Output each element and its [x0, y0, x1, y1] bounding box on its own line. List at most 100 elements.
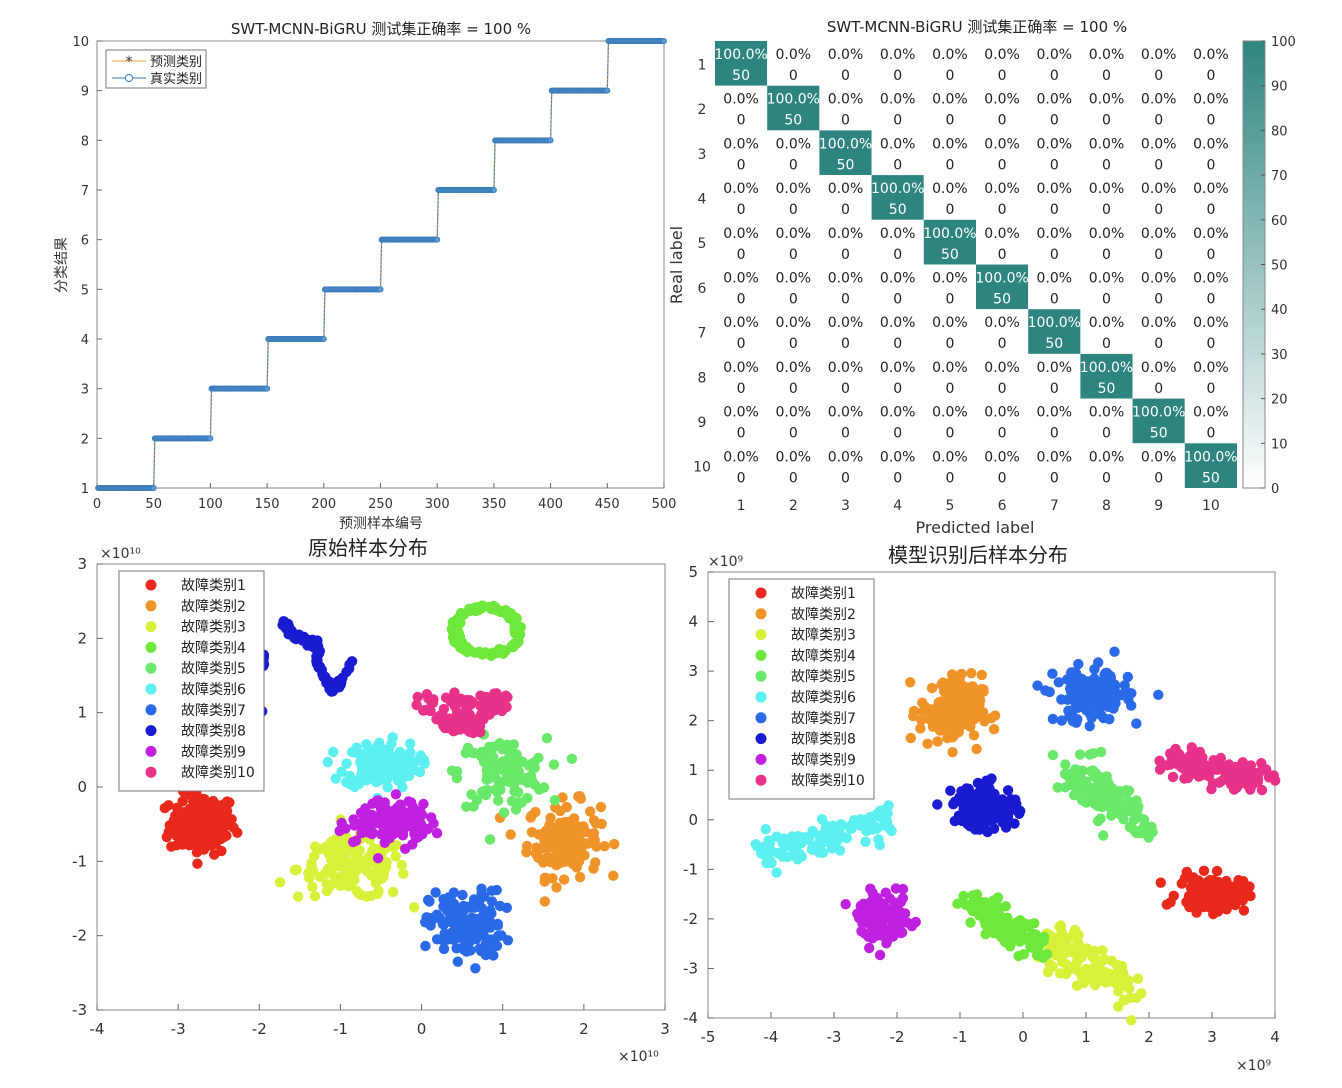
- chart1-legend-real-marker: [125, 74, 133, 82]
- cm-colorbar-label: 30: [1271, 348, 1288, 363]
- chart4-point: [1086, 766, 1097, 777]
- chart3-point: [431, 934, 443, 945]
- chart4-point: [928, 706, 939, 717]
- chart3-point: [370, 817, 381, 829]
- chart1-ytick-label: 7: [81, 184, 89, 199]
- chart3-ytick-label: 0: [77, 778, 87, 796]
- chart3-point: [353, 853, 364, 864]
- cm-cell-pct: 100.0%: [767, 92, 820, 108]
- chart3-point: [192, 858, 203, 869]
- chart4-xtick-label: -2: [890, 1028, 905, 1046]
- cm-cell-count: 0: [841, 426, 850, 442]
- cm-cell-pct: 0.0%: [984, 92, 1020, 108]
- cm-cell-pct: 100.0%: [819, 136, 872, 152]
- cm-cell-pct: 0.0%: [828, 315, 864, 331]
- chart4-point: [922, 738, 933, 749]
- cm-cell-pct: 0.0%: [1037, 449, 1073, 465]
- chart4-point: [988, 792, 999, 803]
- cm-cell-pct: 0.0%: [1089, 226, 1125, 242]
- chart4-point: [1237, 774, 1248, 785]
- chart3-point: [361, 739, 372, 750]
- chart4-point: [1226, 779, 1237, 790]
- cm-cell: [871, 353, 924, 399]
- chart3-point: [464, 644, 475, 655]
- chart4-point: [865, 883, 876, 894]
- cm-cell-pct: 0.0%: [984, 226, 1020, 242]
- cm-cell: [1132, 309, 1185, 354]
- chart3-series-6: [322, 732, 430, 804]
- chart4-ytick-label: -2: [683, 910, 698, 928]
- cm-cell-count: 0: [1206, 157, 1215, 173]
- chart3-y-exponent: ×10¹⁰: [100, 546, 141, 562]
- cm-cell: [819, 175, 872, 220]
- chart4-point: [1062, 768, 1074, 780]
- cm-cell: [1028, 41, 1081, 86]
- cm-cell-count: 0: [737, 202, 746, 218]
- chart4-point: [1068, 790, 1080, 801]
- chart4-point: [1074, 674, 1085, 686]
- chart3-point: [390, 851, 401, 862]
- chart4-point: [986, 773, 997, 784]
- chart3-point: [396, 859, 407, 871]
- cm-cell-count: 0: [998, 157, 1007, 173]
- chart4-point: [1193, 896, 1204, 907]
- cm-colorbar-label: 80: [1271, 124, 1288, 139]
- cm-col-label: 7: [1050, 498, 1059, 514]
- chart4-point: [957, 705, 968, 716]
- cm-cell: [767, 264, 820, 310]
- chart4-point: [1124, 821, 1136, 833]
- cm-cell-pct: 0.0%: [880, 136, 916, 152]
- cm-cell-pct: 0.0%: [1141, 449, 1177, 465]
- chart4-point: [1089, 945, 1101, 957]
- chart4-point: [1084, 721, 1095, 732]
- chart4-point: [986, 713, 997, 724]
- chart4-point: [1079, 796, 1090, 807]
- chart4-point: [989, 896, 1000, 907]
- chart1-ylabel: 分类结果: [54, 237, 70, 293]
- cm-cell-count: 50: [732, 68, 750, 84]
- chart3-point: [331, 680, 342, 692]
- chart3-point: [161, 831, 172, 843]
- chart4-point: [1191, 907, 1202, 918]
- chart1-series-pred-line: [98, 40, 664, 489]
- cm-cell-pct: 0.0%: [880, 315, 916, 331]
- cm-colorbar-label: 10: [1271, 437, 1288, 452]
- chart3-point: [588, 863, 599, 874]
- chart4-legend-marker: [755, 691, 767, 703]
- cm-cell-count: 0: [1206, 202, 1215, 218]
- cm-cell-pct: 0.0%: [932, 360, 968, 376]
- cm-cell-count: 50: [784, 113, 802, 129]
- cm-cell-count: 0: [1050, 68, 1059, 84]
- cm-cell-count: 0: [1154, 113, 1163, 129]
- confusion-matrix: SWT-MCNN-BiGRU 测试集正确率 = 100 % Predicted …: [667, 18, 1296, 537]
- chart3-point: [588, 831, 599, 842]
- chart3-point: [335, 880, 346, 891]
- chart3-point: [452, 956, 463, 967]
- chart3-legend-label: 故障类别9: [181, 744, 246, 760]
- cm-cell-count: 0: [893, 336, 902, 352]
- cm-cell-pct: 0.0%: [1037, 271, 1073, 287]
- cm-cell-count: 0: [1102, 68, 1111, 84]
- chart4-point: [1143, 832, 1154, 843]
- chart3-legend-label: 故障类别8: [181, 724, 246, 740]
- chart4-point: [1097, 694, 1108, 705]
- chart3-legend-marker: [145, 704, 157, 716]
- chart3-point: [540, 872, 552, 884]
- chart4-series-3: [1032, 920, 1147, 1026]
- chart3-point: [440, 692, 452, 703]
- chart4-point: [1033, 941, 1045, 952]
- chart3-point: [289, 864, 301, 876]
- cm-cell: [871, 85, 924, 131]
- chart4-point: [993, 907, 1004, 918]
- chart4-xtick-label: 2: [1144, 1028, 1154, 1046]
- chart1-step-group: [548, 87, 611, 94]
- chart4-point: [1211, 865, 1223, 877]
- chart2-title: SWT-MCNN-BiGRU 测试集正确率 = 100 %: [827, 18, 1127, 36]
- chart4-point: [1118, 814, 1129, 825]
- chart3-point: [531, 842, 542, 853]
- cm-cell-pct: 100.0%: [1184, 449, 1237, 465]
- chart1-step-group: [208, 385, 271, 392]
- chart4-point: [1131, 718, 1142, 729]
- chart3-point: [418, 755, 430, 766]
- cm-cell-pct: 100.0%: [1080, 360, 1133, 376]
